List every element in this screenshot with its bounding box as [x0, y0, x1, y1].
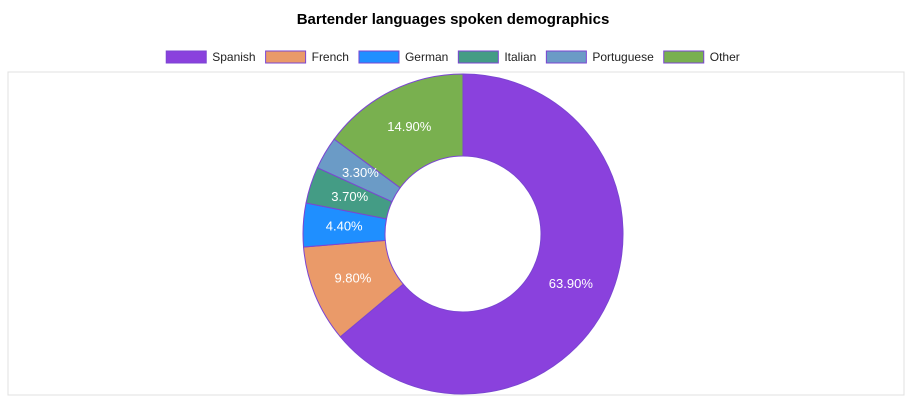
- slice: [339, 73, 624, 395]
- legend-label: Italian: [504, 50, 536, 64]
- legend-label: French: [312, 50, 349, 64]
- slice: [333, 73, 464, 189]
- plot-frame: [7, 71, 905, 396]
- doughnut: [302, 73, 624, 395]
- data-labels: 63.90% 9.80% 4.40% 3.70% 3.30% 14.90%: [326, 119, 594, 291]
- legend-label: German: [405, 50, 448, 64]
- legend-swatch: [165, 50, 207, 64]
- chart-title: Bartender languages spoken demographics: [297, 11, 610, 28]
- data-label: 3.30%: [342, 165, 379, 180]
- legend-swatch: [545, 50, 587, 64]
- data-label: 14.90%: [387, 119, 432, 134]
- data-label: 3.70%: [331, 189, 368, 204]
- data-label: 63.90%: [549, 276, 594, 291]
- legend-swatch: [358, 50, 400, 64]
- data-label: 4.40%: [326, 219, 363, 234]
- legend-swatch: [457, 50, 499, 64]
- legend-swatch: [663, 50, 705, 64]
- legend: Spanish French German Italian Portuguese Othe…: [165, 50, 740, 64]
- legend-label: Portuguese: [592, 50, 654, 64]
- legend-label: Spanish: [212, 50, 255, 64]
- legend-label: Other: [710, 50, 740, 64]
- data-label: 9.80%: [334, 271, 371, 286]
- legend-swatch: [265, 50, 307, 64]
